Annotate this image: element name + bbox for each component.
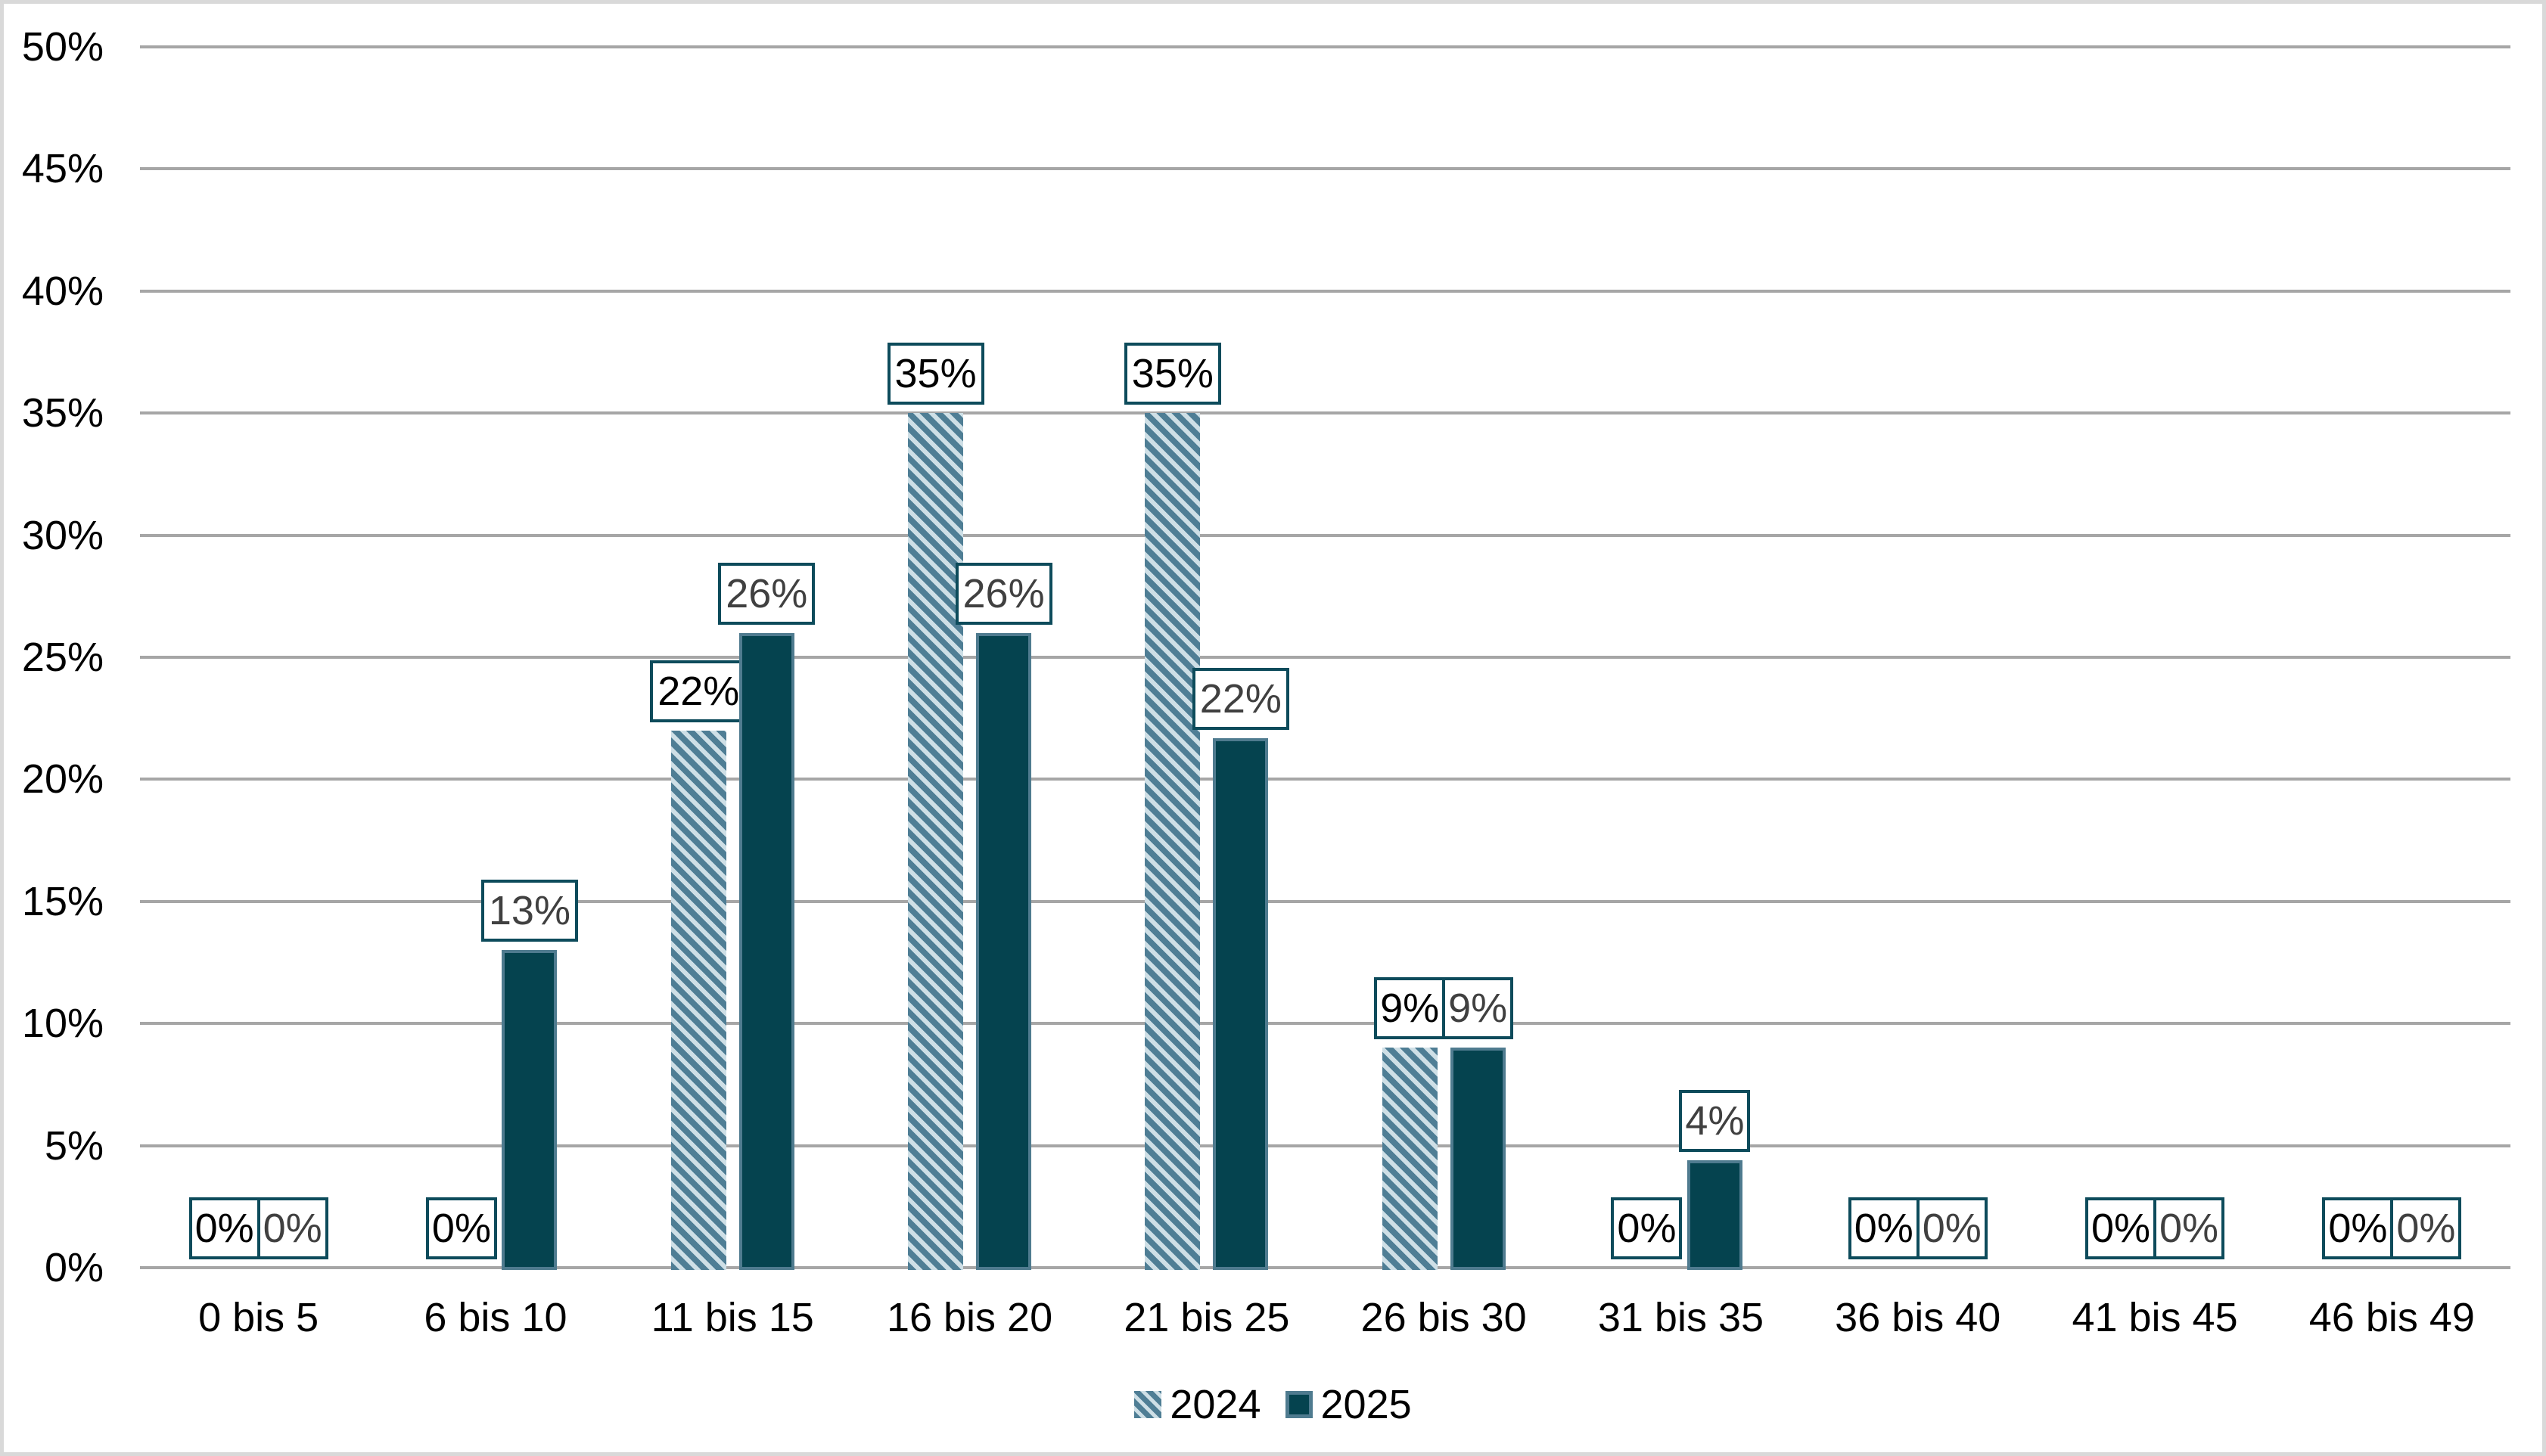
legend-label-2024: 2024	[1170, 1382, 1261, 1427]
data-label-2024-36-bis-40: 0%	[1848, 1197, 1920, 1259]
x-axis-label: 11 bis 15	[651, 1295, 814, 1340]
legend-swatch-2024-hatched	[1134, 1391, 1162, 1418]
y-axis-label: 10%	[21, 1001, 104, 1047]
data-label-2025-31-bis-35: 4%	[1679, 1089, 1751, 1152]
data-label-2025-16-bis-20: 26%	[955, 562, 1052, 625]
gridline-20%	[140, 778, 2510, 781]
gridline-0%	[140, 1266, 2510, 1269]
y-axis-label: 20%	[21, 756, 104, 803]
x-axis-label: 46 bis 49	[2308, 1295, 2475, 1340]
data-label-2025-41-bis-45: 0%	[2153, 1197, 2225, 1259]
data-label-2024-31-bis-35: 0%	[1611, 1197, 1683, 1259]
data-label-2025-36-bis-40: 0%	[1916, 1197, 1988, 1259]
data-label-2024-6-bis-10: 0%	[425, 1197, 497, 1259]
data-label-2025-11-bis-15: 26%	[718, 562, 816, 625]
x-axis-label: 41 bis 45	[2072, 1295, 2238, 1340]
x-axis-label: 26 bis 30	[1360, 1295, 1527, 1340]
data-label-2025-21-bis-25: 22%	[1192, 667, 1289, 730]
data-label-2024-0-bis-5: 0%	[188, 1197, 260, 1259]
x-axis-label: 6 bis 10	[424, 1295, 567, 1340]
bar-2025-16-bis-20	[976, 632, 1032, 1270]
gridline-50%	[140, 45, 2510, 48]
bar-2024-11-bis-15	[670, 730, 726, 1270]
y-axis-label: 25%	[21, 635, 104, 680]
data-label-2024-46-bis-49: 0%	[2322, 1197, 2394, 1259]
data-label-2025-0-bis-5: 0%	[256, 1197, 328, 1259]
bar-2025-31-bis-35	[1686, 1160, 1742, 1270]
legend-swatch-2025-solid	[1285, 1391, 1313, 1418]
gridline-10%	[140, 1022, 2510, 1026]
gridline-35%	[140, 411, 2510, 415]
plot-area: 0% 5% 10% 15% 20% 25% 30% 35% 40% 45% 50% 0 bis 5 0%…	[4, 4, 2542, 1452]
x-axis-label: 0 bis 5	[198, 1295, 319, 1340]
gridline-5%	[140, 1144, 2510, 1147]
data-label-2024-26-bis-30: 9%	[1374, 977, 1446, 1040]
gridline-15%	[140, 899, 2510, 903]
y-axis-label: 15%	[21, 878, 104, 924]
bar-2024-16-bis-20	[908, 413, 964, 1270]
gridline-40%	[140, 289, 2510, 293]
data-label-2024-11-bis-15: 22%	[650, 660, 748, 722]
gridline-45%	[140, 167, 2510, 171]
y-axis-label: 45%	[21, 146, 104, 192]
y-axis-label: 5%	[44, 1122, 104, 1169]
gridline-30%	[140, 533, 2510, 537]
x-axis-label: 36 bis 40	[1835, 1295, 2001, 1340]
y-axis-label: 50%	[21, 24, 104, 70]
legend-label-2025: 2025	[1320, 1382, 1412, 1427]
bar-2024-21-bis-25	[1145, 413, 1201, 1270]
data-label-2024-41-bis-45: 0%	[2085, 1197, 2157, 1259]
bar-2024-26-bis-30	[1382, 1048, 1438, 1270]
data-label-2025-26-bis-30: 9%	[1442, 977, 1514, 1040]
data-label-2025-46-bis-49: 0%	[2390, 1197, 2462, 1259]
data-label-2024-21-bis-25: 35%	[1124, 343, 1221, 405]
data-label-2024-16-bis-20: 35%	[887, 343, 984, 405]
x-axis-label: 31 bis 35	[1597, 1295, 1764, 1340]
gridline-25%	[140, 656, 2510, 659]
bar-2025-21-bis-25	[1213, 737, 1269, 1270]
y-axis-label: 35%	[21, 390, 104, 436]
bar-2025-6-bis-10	[502, 950, 558, 1270]
y-axis-label: 40%	[21, 268, 104, 314]
legend: 2024 2025	[4, 1382, 2542, 1427]
bar-2025-11-bis-15	[738, 632, 794, 1270]
data-label-2025-6-bis-10: 13%	[480, 880, 578, 942]
y-axis-label: 0%	[44, 1245, 104, 1290]
y-axis-label: 30%	[21, 512, 104, 558]
bar-2025-26-bis-30	[1450, 1048, 1506, 1270]
x-axis-label: 21 bis 25	[1124, 1295, 1290, 1340]
x-axis-label: 16 bis 20	[886, 1295, 1053, 1340]
